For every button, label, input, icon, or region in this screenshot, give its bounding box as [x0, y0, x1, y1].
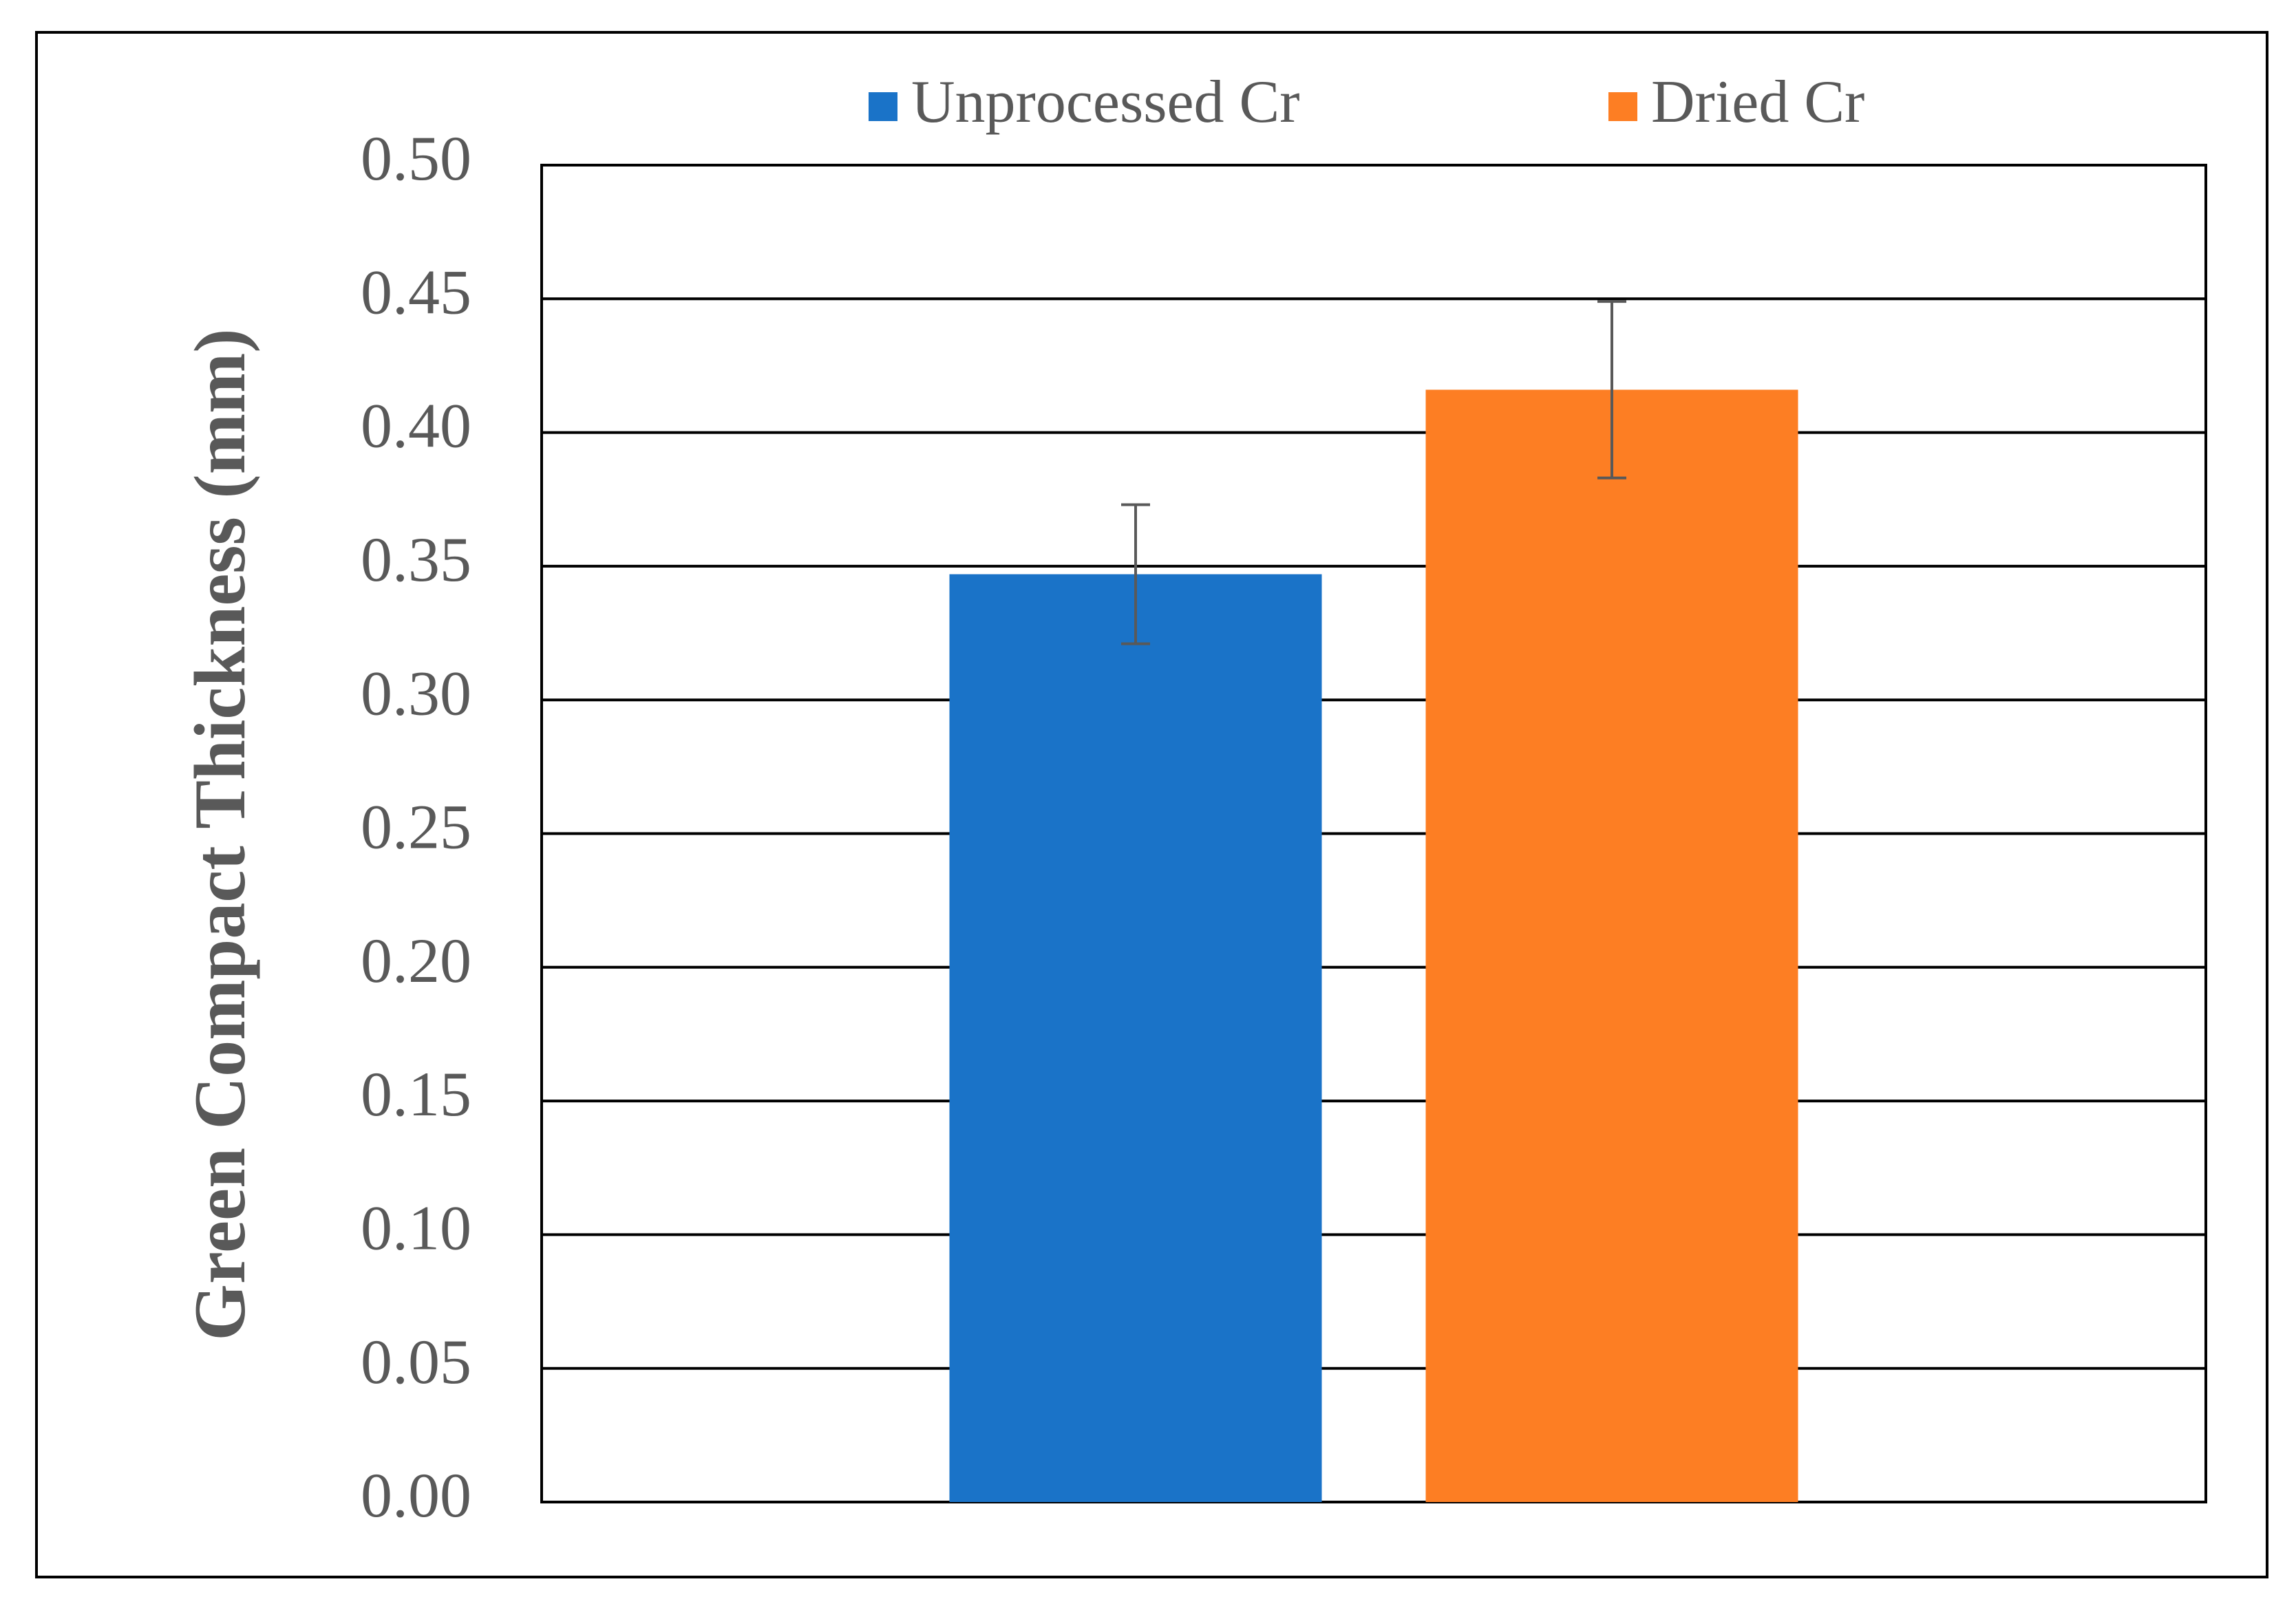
- y-tick-label: 0.50: [361, 123, 471, 193]
- plot-border: [540, 164, 2207, 1503]
- y-tick-label: 0.00: [361, 1460, 471, 1530]
- y-tick-label: 0.05: [361, 1327, 471, 1397]
- y-tick-label: 0.30: [361, 658, 471, 728]
- bar: [949, 574, 1322, 1502]
- bar: [1425, 389, 1798, 1502]
- y-tick-label: 0.15: [361, 1059, 471, 1129]
- legend-label: Dried Cr: [1651, 69, 1864, 136]
- y-tick-label: 0.10: [361, 1193, 471, 1263]
- chart-border: [35, 31, 2268, 1578]
- y-tick-label: 0.25: [361, 792, 471, 862]
- y-tick-label: 0.40: [361, 391, 471, 461]
- legend-swatch: [869, 92, 897, 121]
- legend-swatch: [1608, 92, 1637, 121]
- y-tick-label: 0.45: [361, 257, 471, 327]
- y-tick-label: 0.20: [361, 925, 471, 996]
- y-tick-label: 0.35: [361, 524, 471, 594]
- y-axis-label: Green Compact Thickness (mm): [180, 328, 260, 1341]
- legend-label: Unprocessed Cr: [911, 69, 1300, 136]
